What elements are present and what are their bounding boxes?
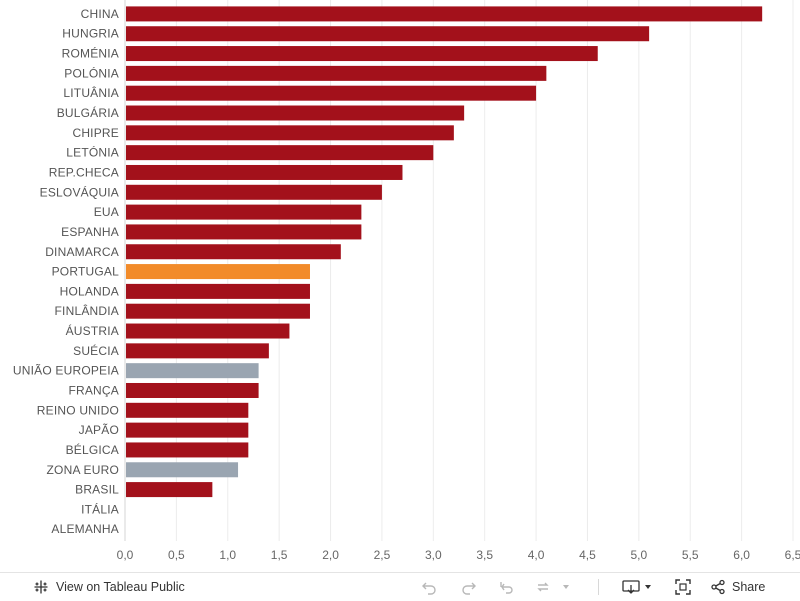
x-tick-label: 0,0 [117, 548, 134, 562]
bar-zona-euro[interactable] [126, 462, 239, 478]
bar-eslov-quia[interactable] [126, 184, 382, 200]
bar-china[interactable] [126, 6, 763, 22]
redo-icon[interactable] [458, 579, 480, 595]
x-tick-label: 1,5 [271, 548, 288, 562]
bar-chart: 0,0 0,5 1,0 1,5 2,0 2,5 3,0 3,5 4,0 4,5 5,0 5,5 6,0 6… [13, 0, 800, 562]
x-tick-label: 6,0 [733, 548, 750, 562]
bar-rep-checa[interactable] [126, 164, 403, 180]
bar--ustria[interactable] [126, 323, 290, 339]
bar-pol-nia[interactable] [126, 65, 547, 81]
x-tick-label: 2,0 [322, 548, 339, 562]
share-label: Share [732, 580, 766, 594]
category-label: BÉLGICA [66, 442, 119, 457]
share-icon [711, 579, 725, 595]
x-tick-label: 5,0 [631, 548, 648, 562]
bar-b-lgica[interactable] [126, 442, 249, 458]
bar-finl-ndia[interactable] [126, 303, 310, 319]
x-tick-label: 3,0 [425, 548, 442, 562]
refresh-icon[interactable] [532, 579, 554, 595]
bar-espanha[interactable] [126, 224, 362, 240]
x-tick-label: 6,5 [785, 548, 800, 562]
bar-bulg-ria[interactable] [126, 105, 465, 121]
x-tick-label: 1,0 [219, 548, 236, 562]
tableau-toolbar: View on Tableau Public Share [0, 572, 800, 600]
view-on-tableau-public-label: View on Tableau Public [56, 579, 185, 594]
category-label: ESPANHA [61, 225, 119, 239]
x-tick-label: 4,0 [528, 548, 545, 562]
category-label: ITÁLIA [81, 501, 119, 516]
bar-jap-o[interactable] [126, 422, 249, 438]
category-label: CHINA [81, 7, 119, 21]
category-label: REINO UNIDO [37, 403, 119, 417]
category-label: JAPÃO [79, 423, 119, 437]
category-label: FINLÂNDIA [55, 303, 119, 318]
bar-su-cia[interactable] [126, 343, 269, 359]
bar-brasil[interactable] [126, 482, 213, 498]
x-tick-label: 5,5 [682, 548, 699, 562]
bar-litu-nia[interactable] [126, 85, 537, 101]
category-label: LITUÂNIA [63, 85, 119, 100]
fullscreen-icon[interactable] [672, 578, 694, 596]
refresh-dropdown-chevron-icon[interactable] [560, 583, 572, 591]
category-label: HOLANDA [60, 284, 119, 298]
category-label: BULGÁRIA [57, 105, 119, 120]
revert-icon[interactable] [496, 579, 518, 595]
share-button[interactable]: Share [710, 579, 765, 595]
x-tick-label: 4,5 [579, 548, 596, 562]
toolbar-divider [598, 579, 599, 595]
bar-eua[interactable] [126, 204, 362, 220]
undo-icon[interactable] [418, 579, 440, 595]
download-dropdown-chevron-icon[interactable] [643, 583, 653, 591]
category-label: DINAMARCA [45, 245, 119, 259]
bar-let-nia[interactable] [126, 145, 434, 161]
category-label: CHIPRE [72, 126, 119, 140]
category-label: REP.CHECA [49, 165, 119, 179]
category-label: EUA [94, 205, 119, 219]
bar-fran-a[interactable] [126, 382, 259, 398]
category-label: ROMÉNIA [62, 46, 119, 61]
bar-chipre[interactable] [126, 125, 454, 141]
x-tick-label: 2,5 [374, 548, 391, 562]
bar-holanda[interactable] [126, 283, 310, 299]
tableau-logo-icon [34, 579, 48, 594]
category-label: SUÉCIA [73, 343, 119, 358]
category-label: HUNGRIA [62, 27, 119, 41]
download-icon[interactable] [620, 578, 642, 596]
bar-uni-o-europeia[interactable] [126, 363, 259, 379]
category-label: ZONA EURO [47, 463, 119, 477]
category-label: POLÓNIA [64, 65, 119, 80]
category-label: BRASIL [75, 483, 119, 497]
category-label: LETÓNIA [66, 145, 119, 160]
view-on-tableau-public-link[interactable]: View on Tableau Public [33, 579, 185, 595]
category-label: UNIÃO EUROPEIA [13, 364, 119, 378]
bar-rom-nia[interactable] [126, 46, 598, 62]
category-label: PORTUGAL [52, 265, 120, 279]
category-label: ALEMANHA [51, 522, 119, 536]
category-label: ESLOVÁQUIA [40, 184, 119, 199]
x-tick-label: 0,5 [168, 548, 185, 562]
bar-reino-unido[interactable] [126, 402, 249, 418]
category-label: ÁUSTRIA [66, 323, 119, 338]
bar-portugal[interactable] [126, 264, 310, 280]
bar-dinamarca[interactable] [126, 244, 341, 260]
category-label: FRANÇA [68, 383, 119, 397]
bar-hungria[interactable] [126, 26, 650, 42]
x-tick-label: 3,5 [476, 548, 493, 562]
chart-area: 0,0 0,5 1,0 1,5 2,0 2,5 3,0 3,5 4,0 4,5 5,0 5,5 6,0 6… [13, 0, 800, 562]
